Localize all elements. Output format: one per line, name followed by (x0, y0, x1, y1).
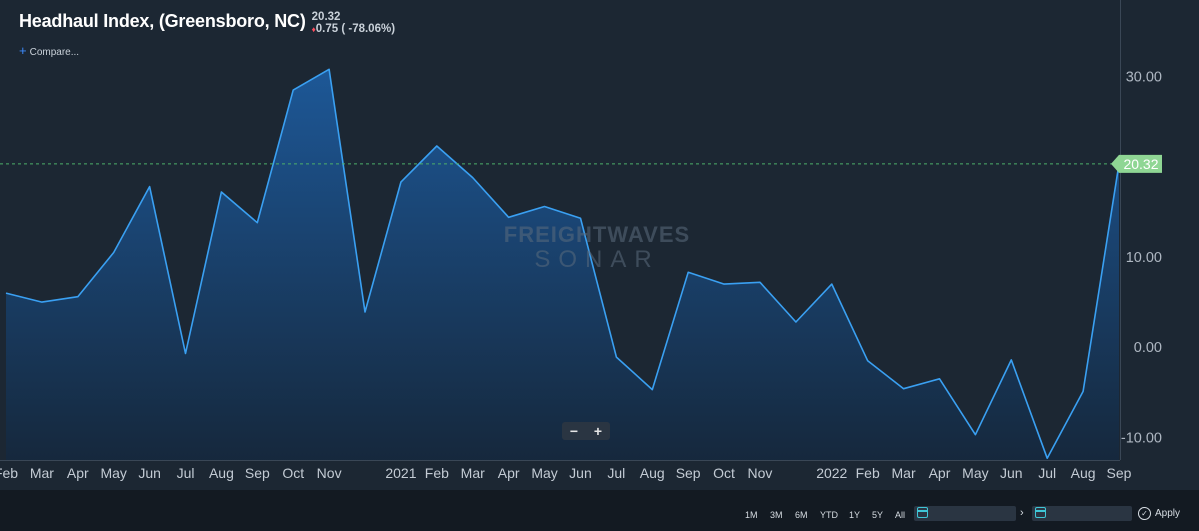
x-tick-label: May (531, 465, 557, 481)
watermark-line1: FREIGHTWAVES (503, 222, 691, 247)
x-tick-label: Mar (892, 465, 916, 481)
compare-button[interactable]: + Compare... (19, 43, 79, 58)
x-tick-label: Sep (676, 465, 701, 481)
apply-button[interactable]: ✓ Apply (1138, 507, 1180, 520)
x-tick-label: May (962, 465, 988, 481)
x-tick-label: 2021 (385, 465, 416, 481)
start-date-input[interactable] (914, 506, 1016, 521)
end-date-input[interactable] (1032, 506, 1132, 521)
y-tick-label: 30.00 (1126, 70, 1162, 86)
chart-panel: 20.32 30.00 10.00 0.00 -10.00 Feb Mar Apr May Jun… (0, 0, 1199, 490)
x-tick-label: Nov (748, 465, 773, 481)
change-percent: ( -78.06%) (341, 23, 396, 35)
chart-header: Headhaul Index, (Greensboro, NC) 20.32 ♦… (19, 11, 395, 36)
plot-area[interactable]: 20.32 30.00 10.00 0.00 -10.00 Feb Mar Apr May Jun… (0, 0, 1199, 490)
x-tick-label: Feb (0, 465, 18, 481)
y-tick-label: 10.00 (1126, 250, 1162, 266)
change-readout: ♦0.75 ( -78.06%) (312, 23, 395, 36)
range-ytd-button[interactable]: YTD (820, 510, 838, 520)
series-line (5, 68, 1120, 459)
x-tick-label: Mar (461, 465, 485, 481)
x-tick-label: Aug (209, 465, 234, 481)
x-tick-label: Oct (282, 465, 304, 481)
last-value-tag-label: 20.32 (1123, 156, 1158, 172)
range-toolbar: 1M 3M 6M YTD 1Y 5Y All › ✓ Apply (0, 490, 1199, 531)
zoom-in-button[interactable]: + (593, 423, 603, 439)
watermark-logo: FREIGHTWAVES SONAR (462, 222, 732, 274)
x-tick-label: May (100, 465, 126, 481)
y-tick-label: -10.00 (1121, 430, 1162, 446)
series-area (6, 69, 1119, 461)
zoom-out-button[interactable]: − (569, 423, 579, 439)
apply-label: Apply (1155, 508, 1181, 519)
x-tick-label: Jun (138, 465, 161, 481)
x-tick-label: Jun (1000, 465, 1023, 481)
zoom-control: − + (562, 422, 610, 440)
range-6m-button[interactable]: 6M (795, 510, 808, 520)
range-3m-button[interactable]: 3M (770, 510, 783, 520)
x-tick-label: Feb (425, 465, 449, 481)
chart-title: Headhaul Index, (Greensboro, NC) (19, 11, 306, 31)
x-tick-label: Apr (929, 465, 951, 481)
x-tick-label: Jul (177, 465, 195, 481)
x-tick-label: Jun (569, 465, 592, 481)
range-all-button[interactable]: All (895, 510, 906, 520)
x-tick-label: Nov (317, 465, 342, 481)
range-1m-button[interactable]: 1M (745, 510, 758, 520)
x-tick-label: Jul (607, 465, 625, 481)
calendar-icon (917, 507, 928, 518)
chevron-right-icon: › (1020, 507, 1024, 519)
x-tick-label: Oct (713, 465, 735, 481)
range-1y-button[interactable]: 1Y (849, 510, 861, 520)
x-tick-label: Apr (498, 465, 520, 481)
range-5y-button[interactable]: 5Y (872, 510, 884, 520)
last-value: 20.32 (311, 11, 341, 23)
y-tick-label: 0.00 (1134, 340, 1162, 356)
x-tick-label: Sep (245, 465, 270, 481)
compare-label: Compare... (29, 47, 80, 58)
watermark-line2: SONAR (534, 246, 660, 273)
x-tick-label: Feb (856, 465, 880, 481)
x-tick-label: Jul (1038, 465, 1056, 481)
change-down-icon: ♦ (311, 25, 316, 34)
x-tick-label: 2022 (816, 465, 847, 481)
x-tick-label: Mar (30, 465, 54, 481)
calendar-icon (1035, 507, 1046, 518)
plus-icon: + (19, 43, 27, 58)
change-value: 0.75 (315, 23, 339, 35)
x-tick-label: Sep (1107, 465, 1132, 481)
x-tick-label: Aug (1071, 465, 1096, 481)
x-tick-label: Apr (67, 465, 89, 481)
x-tick-label: Aug (640, 465, 665, 481)
quote-block: 20.32 ♦0.75 ( -78.06%) (312, 11, 395, 36)
last-value-tag (1111, 154, 1162, 173)
check-icon: ✓ (1138, 507, 1151, 520)
